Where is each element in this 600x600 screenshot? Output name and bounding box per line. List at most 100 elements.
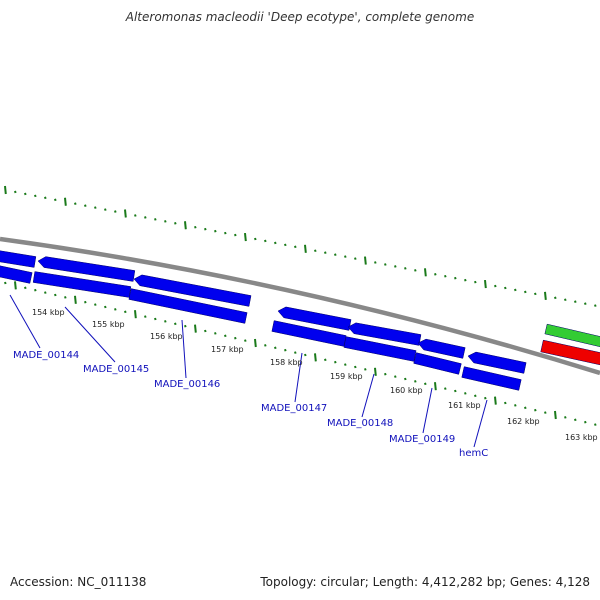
inner-tick: [34, 288, 37, 292]
inner-tick: [334, 360, 337, 364]
inner-tick: [134, 310, 137, 319]
cds-block: [417, 338, 466, 359]
outer-tick: [554, 296, 557, 300]
inner-tick: [594, 423, 597, 426]
outer-tick: [64, 197, 67, 206]
outer-tick: [434, 272, 437, 276]
outer-tick: [494, 284, 497, 288]
inner-tick: [524, 406, 527, 410]
inner-tick: [504, 401, 507, 405]
outer-tick: [354, 257, 357, 260]
outer-tick: [424, 268, 427, 277]
outer-tick: [154, 218, 157, 221]
inner-tick: [404, 377, 407, 381]
outer-tick: [404, 267, 407, 270]
inner-tick: [194, 324, 197, 333]
outer-tick: [264, 239, 267, 243]
genome-backbone: [0, 236, 600, 376]
gene-leader-line: [294, 352, 303, 403]
outer-tick: [224, 231, 227, 235]
outer-tick: [414, 269, 417, 272]
outer-tick: [514, 288, 517, 292]
kbp-tick-label: 163 kbp: [565, 433, 598, 442]
inner-tick: [584, 420, 587, 424]
outer-tick: [284, 243, 287, 247]
inner-tick: [24, 286, 27, 290]
inner-tick: [284, 348, 287, 352]
inner-tick: [564, 416, 567, 419]
cds-block: [467, 351, 527, 374]
outer-tick: [534, 292, 537, 296]
inner-tick: [14, 281, 17, 290]
outer-tick: [84, 204, 87, 207]
inner-tick: [384, 372, 387, 376]
gene-leader-line: [64, 306, 116, 363]
inner-tick: [184, 324, 187, 328]
outer-tick: [474, 280, 477, 284]
inner-tick: [354, 365, 357, 369]
outer-tick: [24, 192, 27, 196]
inner-tick: [364, 368, 367, 371]
outer-tick: [94, 206, 97, 209]
outer-tick: [244, 232, 247, 242]
inner-tick: [474, 394, 477, 398]
inner-tick: [174, 322, 177, 326]
outer-tick: [104, 208, 107, 211]
inner-tick: [264, 344, 267, 347]
inner-tick: [124, 310, 127, 314]
gene-label: MADE_00144: [13, 350, 79, 361]
inner-tick: [514, 404, 517, 407]
inner-tick: [84, 300, 87, 304]
outer-tick: [464, 278, 467, 282]
cds-block: [133, 274, 252, 307]
inner-tick: [454, 389, 457, 393]
outer-tick: [444, 274, 447, 278]
outer-tick: [584, 302, 587, 305]
outer-tick: [334, 253, 337, 256]
outer-tick: [504, 286, 507, 290]
gene-label: MADE_00148: [327, 418, 393, 429]
outer-tick: [4, 185, 7, 195]
outer-tick: [144, 216, 147, 219]
kbp-tick-label: 161 kbp: [448, 401, 481, 410]
gene-leader-line: [9, 294, 41, 349]
backbone-arc: [0, 236, 600, 376]
label-leaders: [9, 294, 488, 448]
inner-tick: [484, 396, 487, 400]
outer-tick: [314, 249, 317, 253]
outer-tick: [594, 304, 597, 307]
inner-tick: [464, 392, 467, 395]
cds-track: [0, 250, 600, 391]
inner-tick: [4, 281, 7, 285]
outer-tick: [324, 251, 327, 255]
accession-label: Accession: NC_011138: [10, 575, 147, 589]
inner-tick: [414, 380, 417, 383]
outer-tick: [74, 202, 77, 206]
feature-green: [544, 323, 600, 347]
inner-tick: [214, 332, 217, 335]
outer-tick: [344, 255, 347, 258]
outer-tick: [54, 198, 57, 202]
outer-tick: [234, 233, 237, 237]
inner-tick: [204, 329, 207, 333]
outer-tick: [274, 241, 277, 245]
inner-tick: [534, 408, 537, 412]
inner-tick: [254, 338, 257, 348]
inner-tick: [244, 339, 247, 342]
inner-tick: [94, 303, 97, 306]
gene-label: MADE_00149: [389, 434, 455, 445]
outer-tick: [384, 263, 387, 266]
outer-tick: [194, 225, 197, 229]
topology-label: Topology: circular; Length: 4,412,282 bp…: [260, 575, 590, 589]
outer-tick: [484, 279, 487, 289]
outer-tick: [184, 221, 187, 230]
cds-block: [32, 271, 132, 298]
outer-tick: [114, 210, 117, 213]
outer-tick: [304, 244, 307, 253]
inner-tick: [344, 363, 347, 366]
cds-block: [0, 250, 37, 268]
map-title: Alteromonas macleodii 'Deep ecotype', co…: [125, 10, 475, 24]
kbp-tick-label: 154 kbp: [32, 308, 65, 317]
inner-tick: [444, 387, 447, 390]
inner-tick: [294, 351, 297, 354]
